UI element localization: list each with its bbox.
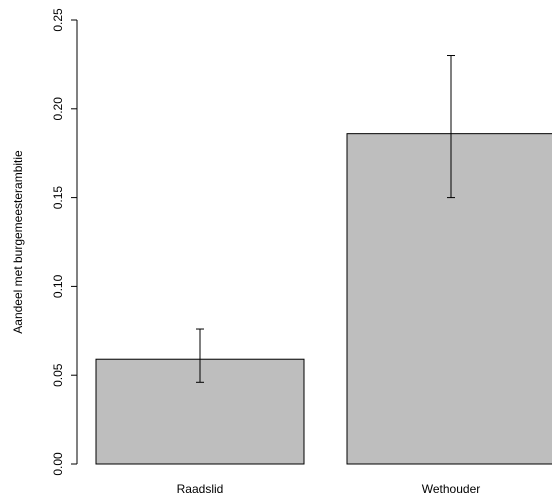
x-axis-labels: Raadslid Wethouder — [177, 482, 481, 496]
y-axis: 0.00 0.05 0.10 0.15 0.20 0.25 — [51, 8, 78, 476]
bar-wethouder — [346, 133, 552, 465]
x-tick-label: Wethouder — [422, 482, 480, 496]
y-axis-title: Aandeel met burgemeesterambitie — [11, 150, 25, 334]
y-tick-label: 0.10 — [51, 274, 65, 298]
y-tick-label: 0.00 — [51, 452, 65, 476]
error-bars — [196, 55, 455, 383]
y-tick-label: 0.25 — [51, 8, 65, 32]
x-tick-label: Raadslid — [177, 482, 224, 496]
y-tick-label: 0.05 — [51, 363, 65, 387]
y-tick-label: 0.15 — [51, 186, 65, 210]
bars — [95, 133, 552, 465]
y-tick-label: 0.20 — [51, 97, 65, 121]
